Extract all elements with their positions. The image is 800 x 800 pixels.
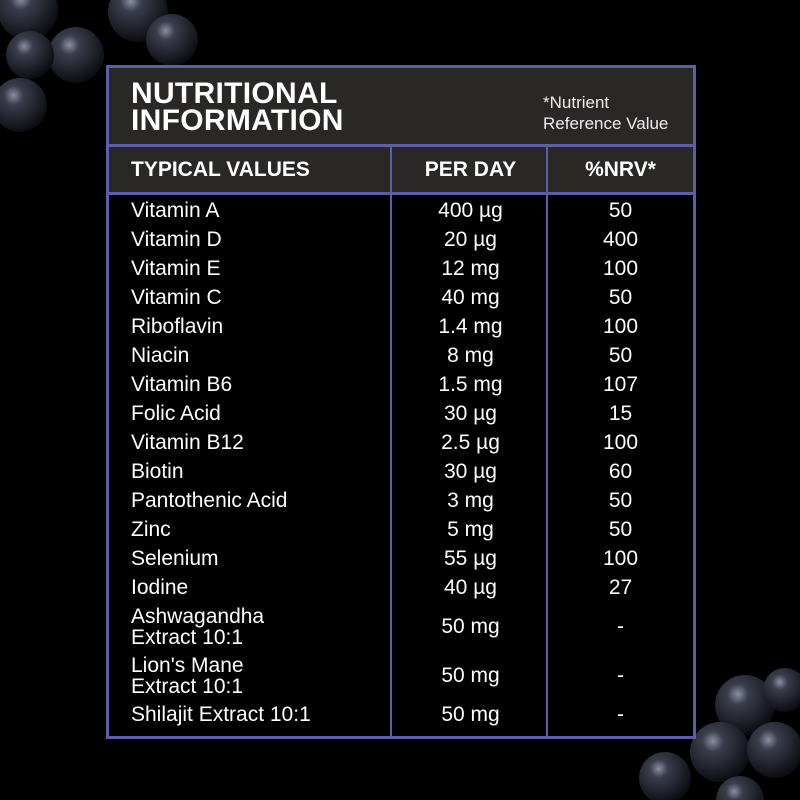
per-day-amount: 2.5 µg: [441, 430, 500, 454]
nutrient-name: Iodine: [131, 576, 189, 599]
footnote: *Nutrient Reference Value: [543, 93, 669, 133]
per-day-amount: 20 µg: [444, 227, 497, 251]
per-day-amount: 55 µg: [444, 546, 497, 570]
nutrient-name: Niacin: [131, 344, 190, 367]
nutrient-name: Biotin: [131, 460, 184, 483]
nrv-percent: 400: [602, 227, 639, 251]
column-header: PER DAY: [424, 158, 517, 181]
per-day-amount: 50 mg: [441, 663, 500, 687]
nrv-percent: 100: [602, 430, 639, 454]
nutrient-name: Selenium: [131, 547, 219, 570]
table-row: Niacin 8 mg 50: [109, 341, 693, 370]
nrv-percent: -: [617, 663, 624, 687]
nrv-percent: 60: [608, 459, 633, 483]
nutrient-name: Vitamin E: [131, 257, 221, 280]
nutrient-name: Vitamin B6: [131, 373, 233, 396]
per-day-amount: 40 mg: [441, 285, 500, 309]
table-row: Folic Acid 30 µg 15: [109, 399, 693, 428]
nrv-percent: 27: [608, 575, 633, 599]
per-day-amount: 30 µg: [444, 401, 497, 425]
column-header: TYPICAL VALUES: [131, 158, 310, 181]
per-day-amount: 1.5 mg: [438, 372, 503, 396]
nutrient-name: Folic Acid: [131, 402, 221, 425]
table-row: Selenium 55 µg 100: [109, 544, 693, 573]
nrv-percent: 100: [602, 546, 639, 570]
column-header-row: TYPICAL VALUES PER DAY %NRV*: [109, 147, 693, 195]
per-day-amount: 50 mg: [441, 702, 500, 726]
column-divider: [546, 147, 548, 736]
nrv-percent: 15: [608, 401, 633, 425]
nutrient-name: Shilajit Extract 10:1: [131, 703, 311, 726]
nrv-percent: 107: [602, 372, 639, 396]
nutrition-table: NUTRITIONAL INFORMATION *Nutrient Refere…: [106, 65, 696, 739]
per-day-amount: 30 µg: [444, 459, 497, 483]
table-row: Vitamin B12 2.5 µg 100: [109, 428, 693, 457]
nrv-percent: 100: [602, 314, 639, 338]
per-day-amount: 40 µg: [444, 575, 497, 599]
nutrient-name: Vitamin A: [131, 199, 220, 222]
nutrient-name: Zinc: [131, 518, 171, 541]
nutrient-name: Lion's Mane Extract 10:1: [131, 653, 244, 698]
per-day-amount: 1.4 mg: [438, 314, 503, 338]
per-day-amount: 50 mg: [441, 614, 500, 638]
table-row: Biotin 30 µg 60: [109, 457, 693, 486]
column-divider: [390, 147, 392, 736]
nutrient-name: Riboflavin: [131, 315, 224, 338]
nrv-percent: -: [617, 702, 624, 726]
column-header: %NRV*: [585, 158, 656, 181]
nrv-percent: 50: [608, 343, 633, 367]
table-row: Pantothenic Acid 3 mg 50: [109, 486, 693, 515]
nutrient-name: Vitamin B12: [131, 431, 244, 454]
table-row: Vitamin B6 1.5 mg 107: [109, 370, 693, 399]
per-day-amount: 8 mg: [447, 343, 494, 367]
table-row: Zinc 5 mg 50: [109, 515, 693, 544]
nrv-percent: 50: [608, 198, 633, 222]
per-day-amount: 400 µg: [438, 198, 503, 222]
table-row: Vitamin D 20 µg 400: [109, 225, 693, 254]
table-row: Ashwagandha Extract 10:1 50 mg -: [109, 602, 693, 651]
table-row: Shilajit Extract 10:1 50 mg -: [109, 700, 693, 729]
table-row: Riboflavin 1.4 mg 100: [109, 312, 693, 341]
table-row: Lion's Mane Extract 10:1 50 mg -: [109, 651, 693, 700]
table-header: NUTRITIONAL INFORMATION *Nutrient Refere…: [109, 68, 693, 147]
table-row: Iodine 40 µg 27: [109, 573, 693, 602]
per-day-amount: 12 mg: [441, 256, 500, 280]
nrv-percent: 50: [608, 517, 633, 541]
nrv-percent: 50: [608, 488, 633, 512]
nutrient-name: Pantothenic Acid: [131, 489, 288, 512]
nutrient-name: Vitamin D: [131, 228, 222, 251]
title: NUTRITIONAL INFORMATION: [131, 77, 344, 137]
table-row: Vitamin E 12 mg 100: [109, 254, 693, 283]
per-day-amount: 3 mg: [447, 488, 494, 512]
table-row: Vitamin C 40 mg 50: [109, 283, 693, 312]
per-day-amount: 5 mg: [447, 517, 494, 541]
nutrient-name: Vitamin C: [131, 286, 222, 309]
nutrient-name: Ashwagandha Extract 10:1: [131, 604, 265, 649]
table-row: Vitamin A 400 µg 50: [109, 196, 693, 225]
nrv-percent: -: [617, 614, 624, 638]
nrv-percent: 100: [602, 256, 639, 280]
nrv-percent: 50: [608, 285, 633, 309]
